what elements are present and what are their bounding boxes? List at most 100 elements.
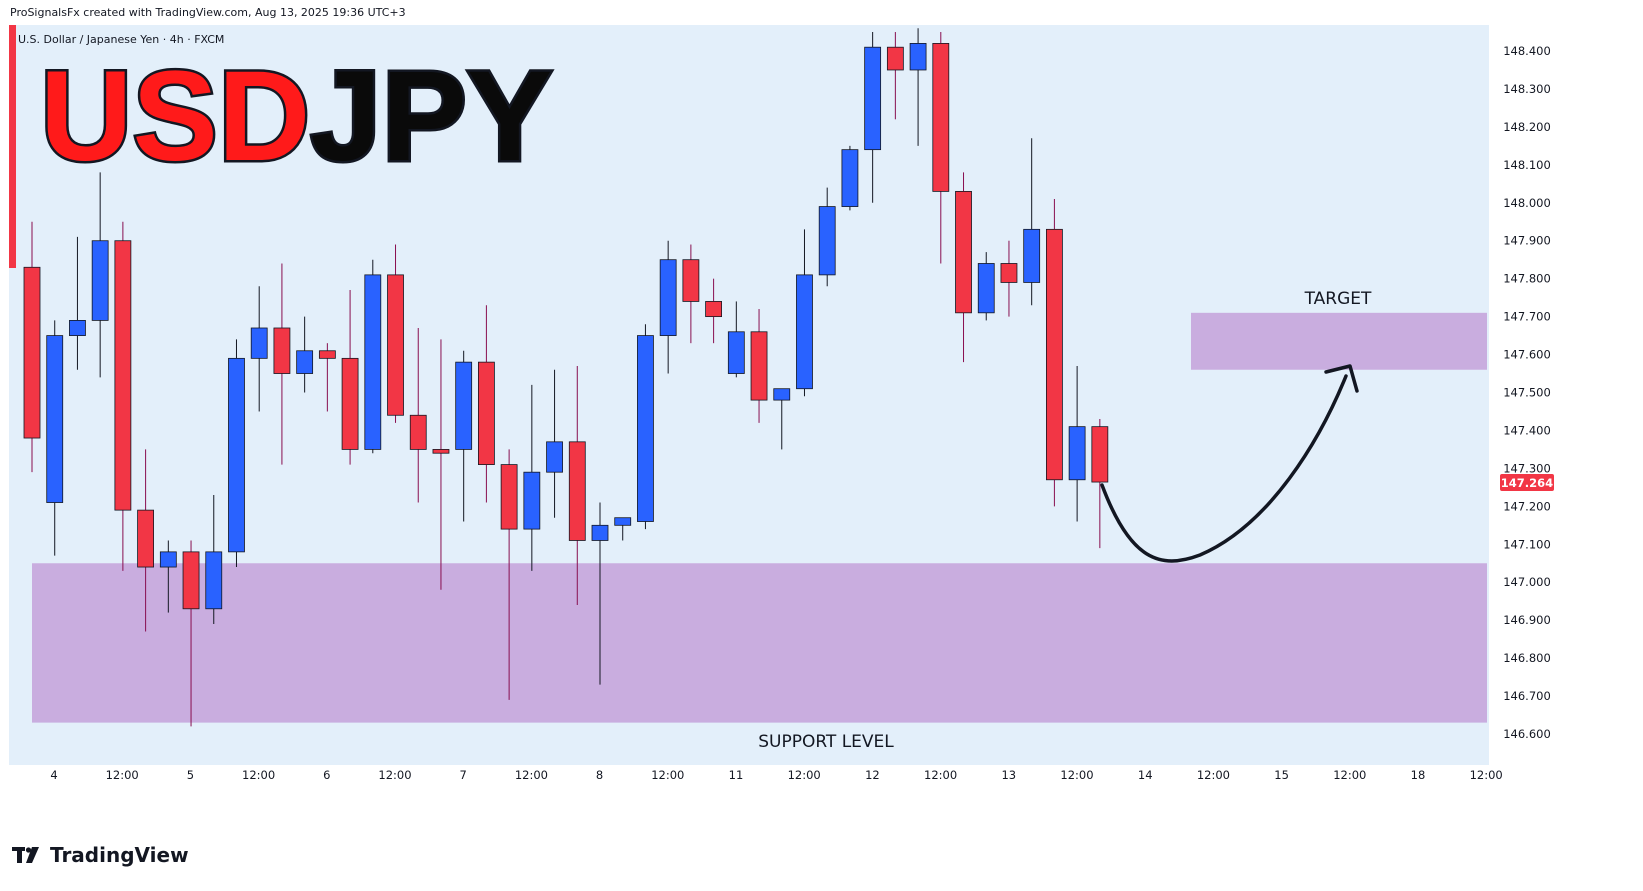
tradingview-brand[interactable]: TradingView: [12, 843, 189, 867]
created-by-line: ProSignalsFx created with TradingView.co…: [10, 6, 406, 19]
candle: [114, 221, 132, 571]
candle-body: [409, 414, 427, 450]
y-tick-label: 147.900: [1503, 234, 1551, 248]
y-tick-label: 148.400: [1503, 44, 1551, 58]
candle: [205, 494, 223, 624]
candle: [364, 259, 382, 454]
candle-body: [318, 350, 336, 359]
y-tick-label: 147.300: [1503, 461, 1551, 475]
candle: [1091, 419, 1109, 549]
x-tick-label: 18: [1411, 768, 1426, 782]
candle-body: [909, 43, 927, 71]
candle-body: [477, 361, 495, 465]
candle: [886, 32, 904, 120]
x-tick-label: 5: [187, 768, 194, 782]
candle: [273, 263, 291, 465]
candle: [159, 540, 177, 613]
support-zone: [32, 563, 1487, 723]
candle: [250, 286, 268, 412]
tradingview-logo-icon: [12, 847, 39, 863]
x-tick-label: 11: [729, 768, 744, 782]
candle-body: [91, 240, 109, 321]
candle-body: [614, 517, 632, 526]
candle: [1000, 240, 1018, 317]
candle: [500, 449, 518, 700]
candle: [773, 388, 791, 450]
y-tick-label: 146.700: [1503, 689, 1551, 703]
x-tick-label: 12:00: [242, 768, 275, 782]
candle-body: [773, 388, 791, 401]
x-tick-label: 12: [865, 768, 880, 782]
candle: [318, 343, 336, 412]
x-tick-label: 15: [1274, 768, 1289, 782]
candle-body: [591, 524, 609, 541]
candle-body: [659, 259, 677, 336]
candle: [137, 449, 155, 632]
candle-body: [364, 274, 382, 450]
candle-body: [69, 320, 86, 336]
candle-body: [818, 206, 836, 276]
candle: [796, 229, 813, 397]
candle: [546, 369, 563, 518]
candle-body: [568, 441, 586, 541]
x-tick-label: 12:00: [378, 768, 411, 782]
y-tick-label: 148.300: [1503, 82, 1551, 96]
candle-body: [705, 301, 722, 318]
candle: [909, 28, 927, 146]
candle: [409, 327, 427, 503]
y-tick-label: 147.800: [1503, 272, 1551, 286]
x-tick-label: 12:00: [515, 768, 548, 782]
x-tick-label: 12:00: [924, 768, 957, 782]
symbol-info: U.S. Dollar / Japanese Yen · 4h · FXCM: [18, 33, 224, 46]
y-tick-label: 147.000: [1503, 575, 1551, 589]
candle: [23, 221, 41, 473]
candle: [841, 145, 859, 211]
candle-body: [1091, 426, 1109, 483]
target-zone: [1191, 312, 1487, 370]
candle-body: [727, 331, 745, 374]
candle: [387, 244, 404, 423]
candle-body: [1046, 228, 1063, 481]
candle-body: [159, 551, 177, 568]
x-tick-label: 12:00: [788, 768, 821, 782]
y-tick-label: 148.200: [1503, 120, 1551, 134]
arrow-head-icon: [1324, 364, 1359, 393]
last-price-value: 147.264: [1501, 476, 1553, 490]
candle-body: [114, 240, 132, 511]
last-price-tag: [1500, 474, 1554, 491]
x-tick-label: 8: [596, 768, 603, 782]
candle-body: [46, 335, 64, 503]
candle-body: [182, 551, 200, 610]
candle: [727, 301, 745, 378]
y-tick-label: 147.100: [1503, 537, 1551, 551]
candle-body: [886, 46, 904, 71]
candle: [977, 252, 995, 321]
candle: [341, 290, 359, 465]
y-tick-label: 147.600: [1503, 348, 1551, 362]
candle: [705, 278, 722, 344]
symbol-title-black: JPY: [310, 45, 552, 188]
candle-body: [23, 266, 41, 439]
candle-body: [977, 263, 995, 314]
candle-body: [228, 357, 245, 553]
x-tick-label: 12:00: [1470, 768, 1503, 782]
y-tick-label: 148.000: [1503, 196, 1551, 210]
x-tick-label: 12:00: [1333, 768, 1366, 782]
candle: [477, 305, 495, 503]
x-tick-label: 12:00: [1197, 768, 1230, 782]
candle: [614, 517, 632, 541]
candle-body: [750, 331, 768, 401]
candle: [637, 324, 654, 530]
candle-body: [387, 274, 404, 416]
candle: [591, 502, 609, 685]
candle-body: [637, 335, 654, 522]
candle-body: [432, 449, 450, 454]
candle: [46, 320, 64, 556]
y-tick-label: 146.900: [1503, 613, 1551, 627]
x-tick-label: 4: [50, 768, 57, 782]
projection-arrow: [1100, 374, 1348, 563]
candle-body: [250, 327, 268, 359]
x-tick-label: 13: [1001, 768, 1016, 782]
